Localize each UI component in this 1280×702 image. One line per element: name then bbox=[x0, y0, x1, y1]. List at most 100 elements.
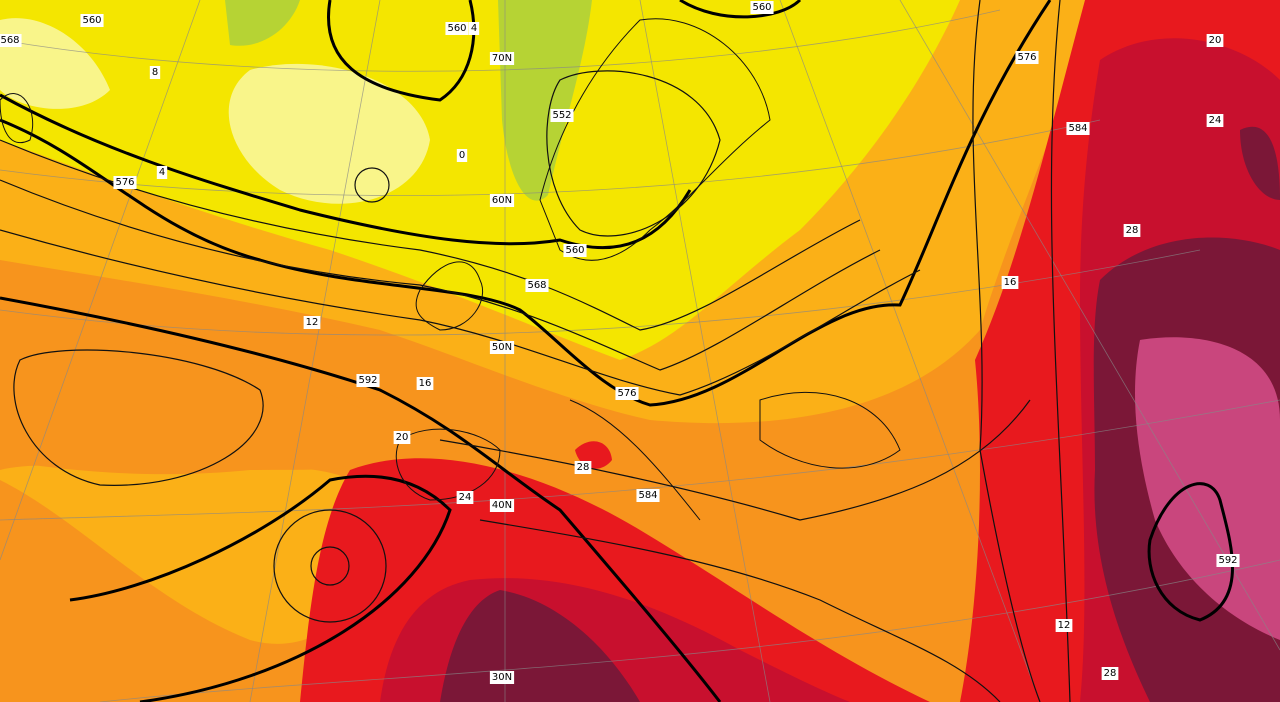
contour-label: 568 bbox=[527, 280, 546, 291]
contour bbox=[439, 399, 1031, 521]
field-maroon bbox=[1240, 126, 1280, 200]
map-label: 8 bbox=[149, 66, 161, 79]
temperature-label: 28 bbox=[577, 462, 590, 473]
coastline bbox=[539, 18, 771, 261]
contour-label: 584 bbox=[1068, 123, 1087, 134]
contour-label: 592 bbox=[1218, 555, 1237, 566]
label-box bbox=[489, 52, 515, 65]
map-label: 576 bbox=[1015, 51, 1039, 64]
map-label: 568 bbox=[0, 34, 22, 47]
map-label: 0 bbox=[456, 149, 468, 162]
contour bbox=[479, 519, 1001, 702]
field-light-yellow bbox=[0, 18, 110, 109]
map-label: 560 bbox=[750, 1, 774, 14]
map-label: 28 bbox=[574, 461, 592, 474]
contour bbox=[0, 179, 881, 371]
label-box bbox=[1001, 276, 1019, 289]
temperature-label: 12 bbox=[1058, 620, 1071, 631]
map-label: 30N bbox=[489, 671, 515, 684]
latitude-label: 40N bbox=[492, 500, 512, 511]
labels: 560 560 560 552 568 568 576 576 576 584 584 592 592 5… bbox=[0, 1, 1240, 684]
coastline bbox=[0, 93, 34, 143]
label-box bbox=[563, 244, 587, 257]
label-box bbox=[1206, 34, 1224, 47]
map-label: 60N bbox=[489, 194, 515, 207]
contour-label: 576 bbox=[115, 177, 134, 188]
label-box bbox=[615, 387, 639, 400]
temperature-label: 0 bbox=[459, 150, 465, 161]
label-box bbox=[1101, 667, 1119, 680]
label-box bbox=[574, 461, 592, 474]
label-box bbox=[80, 14, 104, 27]
map-label: 4 bbox=[156, 166, 168, 179]
map-label: 560 bbox=[563, 244, 587, 257]
latitude-line bbox=[99, 559, 1280, 702]
contour bbox=[13, 349, 264, 486]
map-label: 584 bbox=[636, 489, 660, 502]
latitude-line bbox=[0, 9, 1001, 72]
temperature-label: 24 bbox=[1209, 115, 1222, 126]
contour-label: 560 bbox=[447, 23, 466, 34]
temperature-label: 16 bbox=[419, 378, 432, 389]
map-label: 70N bbox=[489, 52, 515, 65]
label-box bbox=[156, 166, 168, 179]
contour-label: 560 bbox=[82, 15, 101, 26]
contour bbox=[69, 474, 452, 702]
contour-label: 592 bbox=[358, 375, 377, 386]
latitude-label: 30N bbox=[492, 672, 512, 683]
map-label: 560 bbox=[445, 22, 469, 35]
field-light-yellow bbox=[228, 63, 430, 204]
temperature-label: 24 bbox=[459, 492, 472, 503]
map-label: 592 bbox=[1216, 554, 1240, 567]
label-box bbox=[445, 22, 469, 35]
map-label: 24 bbox=[456, 491, 474, 504]
temperature-label: 28 bbox=[1104, 668, 1117, 679]
map-label: 16 bbox=[416, 377, 434, 390]
map-label: 584 bbox=[1066, 122, 1090, 135]
map-label: 28 bbox=[1101, 667, 1119, 680]
field-green bbox=[225, 0, 300, 46]
meridian bbox=[0, 0, 201, 561]
label-box bbox=[1216, 554, 1240, 567]
contour bbox=[0, 139, 861, 331]
label-box bbox=[356, 374, 380, 387]
field-orange bbox=[0, 300, 460, 475]
temperature-label: 4 bbox=[471, 23, 477, 34]
latitude-label: 70N bbox=[492, 53, 512, 64]
latitude-label: 50N bbox=[492, 342, 512, 353]
contour-label: 576 bbox=[1017, 52, 1036, 63]
label-box bbox=[456, 491, 474, 504]
contour-label: 576 bbox=[617, 388, 636, 399]
temperature-label: 8 bbox=[152, 67, 158, 78]
meridian bbox=[639, 0, 771, 702]
contour-label: 568 bbox=[0, 35, 19, 46]
map-label: 24 bbox=[1206, 114, 1224, 127]
temperature-label: 4 bbox=[159, 167, 165, 178]
map-label: 568 bbox=[525, 279, 549, 292]
label-box bbox=[303, 316, 321, 329]
label-box bbox=[468, 22, 480, 35]
coastline bbox=[395, 428, 501, 501]
map-label: 16 bbox=[1001, 276, 1019, 289]
contour bbox=[310, 546, 350, 586]
label-box bbox=[416, 377, 434, 390]
meridian bbox=[249, 0, 381, 702]
map-label: 576 bbox=[113, 176, 137, 189]
map-label: 40N bbox=[489, 499, 515, 512]
contour bbox=[0, 229, 921, 396]
label-box bbox=[393, 431, 411, 444]
label-box bbox=[113, 176, 137, 189]
contour bbox=[1050, 0, 1071, 702]
coastline bbox=[759, 391, 901, 469]
contour bbox=[327, 0, 476, 102]
map-label: 592 bbox=[356, 374, 380, 387]
temperature-label: 20 bbox=[1209, 35, 1222, 46]
map-label: 576 bbox=[615, 387, 639, 400]
contour bbox=[0, 296, 722, 702]
label-box bbox=[489, 671, 515, 684]
map-label: 20 bbox=[393, 431, 411, 444]
label-box bbox=[489, 341, 515, 354]
